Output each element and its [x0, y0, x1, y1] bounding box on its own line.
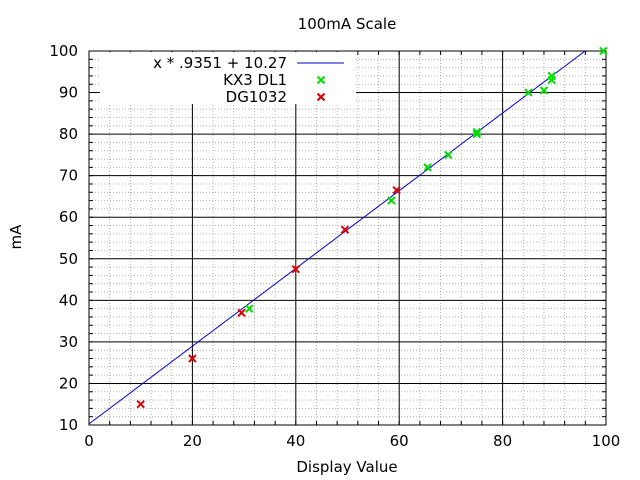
- chart-title: 100mA Scale: [298, 15, 397, 33]
- series-1: [136, 186, 401, 409]
- data-point: [237, 308, 246, 318]
- x-axis-title: Display Value: [296, 458, 397, 476]
- x-tick-label: 40: [286, 432, 305, 450]
- series-0: [245, 46, 608, 313]
- data-point-stroke-b: [524, 88, 533, 97]
- tick-labels: 0 20 40 60 80 100 10 20 30 40 50 60 70 80 90 100: [49, 42, 620, 450]
- y-tick-label: 50: [59, 250, 78, 268]
- y-tick-label: 100: [49, 42, 78, 60]
- data-point: [245, 304, 254, 313]
- legend-background: [100, 52, 356, 104]
- legend-swatch-marker-stroke-b: [316, 75, 326, 85]
- data-point-stroke-b: [291, 264, 301, 274]
- y-tick-label: 80: [59, 125, 78, 143]
- data-point-stroke-b: [387, 196, 396, 205]
- legend-label: KX3 DL1: [223, 71, 287, 89]
- fit-line-group: [88, 50, 586, 425]
- y-tick-label: 60: [59, 208, 78, 226]
- data-point: [472, 129, 481, 139]
- legend-swatch-marker: [316, 75, 326, 85]
- data-point-stroke-b: [539, 86, 549, 95]
- data-point: [291, 264, 301, 274]
- data-point-stroke-b: [237, 308, 246, 318]
- plot-border: [88, 50, 607, 426]
- data-point-stroke-b: [136, 400, 145, 409]
- x-tick-label: 0: [84, 432, 94, 450]
- data-point-stroke-b: [245, 304, 254, 313]
- data-point: [524, 88, 533, 97]
- minor-grid: [89, 51, 606, 425]
- x-tick-label: 80: [493, 432, 512, 450]
- data-point: [444, 150, 453, 160]
- data-point: [392, 186, 401, 195]
- data-point: [340, 225, 350, 234]
- major-grid: [89, 51, 606, 425]
- plot-frame: [88, 50, 607, 426]
- data-point-stroke-b: [188, 354, 197, 363]
- data-point-stroke-b: [423, 163, 432, 172]
- y-tick-label: 90: [59, 84, 78, 102]
- data-point: [188, 354, 197, 363]
- legend-swatch-marker: [316, 92, 326, 102]
- x-tick-label: 100: [592, 432, 621, 450]
- data-point-stroke-b: [392, 186, 401, 195]
- x-tick-label: 60: [390, 432, 409, 450]
- data-point-stroke-b: [472, 127, 481, 137]
- data-point: [539, 86, 549, 95]
- data-point-stroke-b: [340, 225, 350, 234]
- data-point: [599, 46, 608, 56]
- y-tick-label: 30: [59, 333, 78, 351]
- fit-line: [88, 50, 586, 425]
- data-point: [472, 127, 481, 137]
- legend-label: DG1032: [226, 88, 287, 106]
- y-tick-label: 40: [59, 291, 78, 309]
- legend-swatch-marker-stroke-b: [316, 92, 326, 102]
- y-tick-label: 20: [59, 374, 78, 392]
- x-tick-label: 20: [183, 432, 202, 450]
- series-group: [136, 46, 608, 409]
- y-tick-label: 10: [59, 416, 78, 434]
- data-point-stroke-b: [599, 46, 608, 56]
- data-point-stroke-b: [547, 71, 556, 81]
- y-axis-title: mA: [7, 224, 25, 250]
- data-point-stroke-b: [472, 129, 481, 139]
- data-point-stroke-b: [444, 150, 453, 160]
- legend-label: x * .9351 + 10.27: [153, 54, 287, 72]
- data-point: [136, 400, 145, 409]
- data-point: [423, 163, 432, 172]
- data-point: [387, 196, 396, 205]
- y-tick-label: 70: [59, 167, 78, 185]
- data-point: [547, 71, 556, 81]
